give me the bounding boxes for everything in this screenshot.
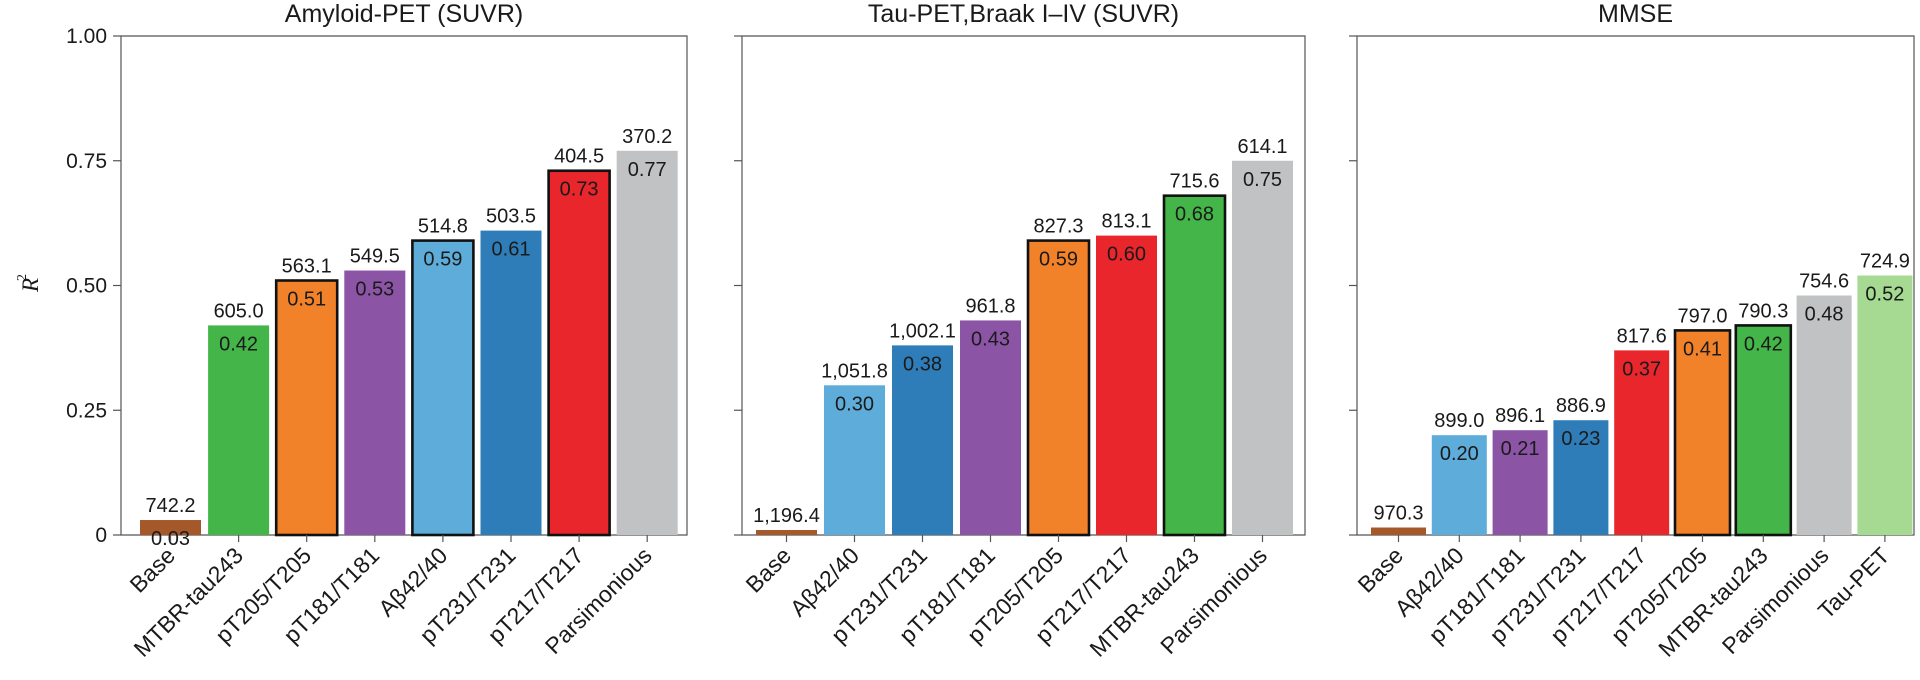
bar-base [756,530,817,535]
bar-value-label: 0.48 [1805,303,1844,325]
y-axis-label: R 2 [15,274,43,293]
bar-a-42-40 [1431,435,1487,535]
bar-value-label: 0.61 [492,239,531,261]
panel-title: Tau-PET,Braak I–IV (SUVR) [868,0,1179,28]
bar-top-label: 370.2 [622,126,672,148]
bar-top-label: 899.0 [1434,410,1484,432]
bar-top-label: 715.6 [1169,171,1219,193]
bar-top-label: 790.3 [1738,300,1788,322]
bar-top-label: 970.3 [1373,503,1423,525]
bar-top-label: 724.9 [1860,251,1910,273]
y-axis-label-text: R [18,278,43,293]
bar-mtbr-tau243 [1162,194,1227,537]
y-tick-label: 0 [95,524,107,547]
bar-pt205-t205 [1673,329,1732,537]
bar-value-label: 0.42 [219,333,258,355]
bar-pt231-t231 [892,345,953,535]
bar-pt217-t217 [1096,235,1157,535]
bar-value-label: 0.23 [1561,428,1600,450]
bar-top-label: 827.3 [1033,216,1083,238]
plot-frame [120,35,688,536]
x-tick-label: Base [125,542,180,597]
bar-top-label: 742.2 [145,495,195,517]
bar-pt181-t181 [960,320,1021,535]
bar-tau-pet [1857,275,1913,535]
bar-top-label: 549.5 [350,246,400,268]
bar-top-label: 813.1 [1101,211,1151,233]
bar-value-label: 0.43 [971,328,1010,350]
bar-value-label: 0.51 [287,289,326,311]
chart-panel-1: Amyloid-PET (SUVR)00.250.500.751.000.037… [66,0,688,662]
bar-pt231-t231 [480,230,542,536]
bar-top-label: 896.1 [1495,405,1545,427]
bar-top-label: 754.6 [1799,270,1849,292]
bar-value-label: 0.30 [835,393,874,415]
x-tick-label: Base [1353,542,1408,597]
bar-value-label: 0.77 [628,159,667,181]
bar-value-label: 0.52 [1865,284,1904,306]
bar-top-label: 614.1 [1237,136,1287,158]
x-tick-label: Base [741,542,796,597]
bar-pt205-t205 [1026,239,1091,537]
bar-top-label: 1,002.1 [889,320,956,342]
bar-value-label: 0.53 [355,279,394,301]
bar-parsimonious [1232,160,1293,535]
bar-value-label: 0.75 [1243,169,1282,191]
panel-title: MMSE [1598,0,1673,28]
x-tick-label: Parsimonious [1717,542,1834,659]
bar-top-label: 797.0 [1677,305,1727,327]
bar-value-label: 0.37 [1622,358,1661,380]
bar-top-label: 563.1 [282,256,332,278]
y-axis-label-superscript: 2 [15,274,30,281]
bar-pt231-t231 [1553,420,1609,535]
bar-mtbr-tau243 [208,325,270,535]
plot-frame [741,35,1306,536]
bar-parsimonious [616,150,678,535]
chart-panels: Amyloid-PET (SUVR)00.250.500.751.000.037… [66,0,1915,662]
bar-a-42-40 [824,385,885,535]
bar-value-label: 0.20 [1440,443,1479,465]
bar-a-42-40 [411,239,475,537]
panel-title: Amyloid-PET (SUVR) [285,0,523,28]
bar-value-label: 0.59 [423,249,462,271]
bar-top-label: 886.9 [1556,395,1606,417]
bar-top-label: 1,051.8 [821,360,888,382]
bar-top-label: 817.6 [1617,325,1667,347]
y-tick-label: 0.25 [66,399,107,422]
bar-base [1371,527,1426,535]
bar-top-label: 1,196.4 [753,505,820,527]
chart-panel-2: Tau-PET,Braak I–IV (SUVR) 1,196.4 Base 0.30… [734,0,1306,662]
y-tick-label: 0.50 [66,275,107,298]
bar-value-label: 0.38 [903,353,942,375]
bar-value-label: 0.21 [1501,438,1540,460]
bar-pt181-t181 [344,270,406,535]
bar-mtbr-tau243 [1734,324,1793,537]
bar-top-label: 404.5 [554,146,604,168]
bar-pt181-t181 [1492,430,1548,535]
bar-top-label: 605.0 [214,300,264,322]
bar-top-label: 503.5 [486,206,536,228]
bar-pt205-t205 [274,279,339,537]
plot-frame [1356,35,1915,536]
bar-value-label: 0.41 [1683,338,1722,360]
bar-top-label: 514.8 [418,216,468,238]
bar-value-label: 0.73 [560,179,599,201]
bar-pt217-t217 [1614,350,1670,535]
bar-top-label: 961.8 [965,295,1015,317]
bar-pt217-t217 [547,169,611,537]
y-tick-label: 1.00 [66,25,107,48]
y-tick-label: 0.75 [66,150,107,173]
bar-value-label: 0.60 [1107,244,1146,266]
bar-value-label: 0.68 [1175,204,1214,226]
chart-panel-3: MMSE970.3Base0.20899.0Aβ42/400.21896.1pT… [1349,0,1915,662]
bar-value-label: 0.42 [1744,333,1783,355]
bar-base [140,520,201,535]
bar-parsimonious [1796,295,1852,535]
bar-value-label: 0.59 [1039,249,1078,271]
